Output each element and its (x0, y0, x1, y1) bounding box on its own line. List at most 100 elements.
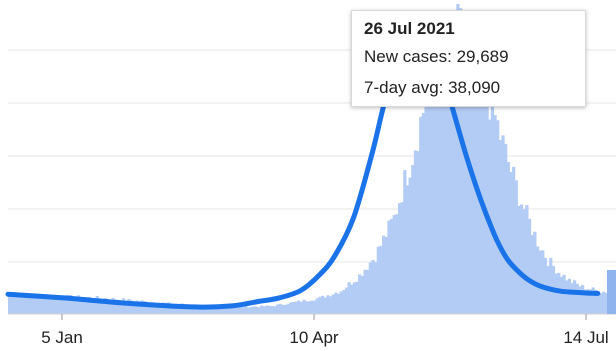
daily-case-bar (530, 235, 534, 314)
daily-case-bar (153, 303, 158, 314)
daily-case-bar (289, 302, 293, 314)
daily-case-bar (217, 305, 221, 314)
daily-case-bar (69, 294, 73, 314)
daily-case-bar (238, 306, 243, 314)
daily-case-bar (260, 305, 264, 314)
daily-case-bar (183, 304, 187, 314)
daily-case-bar (249, 306, 253, 314)
daily-case-bar (326, 295, 330, 314)
hover-marker (607, 270, 616, 314)
daily-case-bar (175, 303, 179, 314)
daily-case-bar (130, 300, 134, 314)
daily-case-bar (106, 299, 110, 314)
daily-case-bar (435, 68, 439, 314)
daily-case-bar (185, 304, 189, 314)
daily-case-bar (387, 220, 391, 314)
daily-case-bar (413, 150, 418, 314)
daily-case-bar (283, 304, 288, 314)
daily-case-bar (450, 25, 455, 315)
daily-case-bar (143, 301, 147, 314)
daily-case-bar (196, 305, 200, 314)
daily-case-bar (344, 287, 349, 314)
daily-case-bar (366, 269, 370, 314)
daily-case-bar (358, 274, 362, 314)
daily-case-bar (61, 297, 65, 314)
daily-case-bar (275, 304, 280, 314)
daily-case-bar (522, 209, 526, 314)
daily-case-bar (448, 14, 452, 314)
daily-case-bar (525, 205, 529, 314)
daily-case-bar (71, 298, 75, 314)
daily-case-bar (87, 296, 91, 314)
daily-case-bar (291, 302, 296, 314)
daily-case-bar (397, 203, 402, 314)
daily-case-bar (140, 300, 144, 314)
daily-case-bar (23, 296, 28, 314)
daily-case-bar (177, 304, 182, 314)
tooltip-date: 26 Jul 2021 (364, 19, 455, 38)
daily-case-bar (562, 274, 566, 314)
daily-case-bar (100, 298, 105, 314)
daily-case-bar (252, 306, 256, 314)
daily-case-bar (307, 301, 311, 314)
daily-case-bar (137, 301, 142, 314)
daily-case-bar (429, 59, 434, 315)
daily-case-bar (443, 35, 447, 314)
daily-case-bar (95, 296, 99, 314)
daily-case-bar (34, 296, 38, 314)
daily-case-bar (437, 79, 441, 315)
daily-case-bar (527, 218, 532, 314)
daily-case-bar (334, 292, 338, 314)
daily-case-bar (472, 19, 476, 314)
daily-case-bar (39, 294, 44, 314)
daily-case-bar (519, 204, 524, 314)
daily-case-bar (114, 299, 118, 314)
daily-case-bar (336, 293, 341, 314)
daily-case-bar (299, 301, 304, 314)
daily-case-bar (541, 250, 545, 314)
daily-case-bar (395, 214, 399, 314)
daily-case-bar (350, 284, 354, 314)
daily-case-bar (419, 116, 423, 315)
daily-case-bar (214, 305, 219, 314)
daily-case-bar (427, 88, 431, 314)
daily-case-bar (18, 295, 22, 314)
daily-case-bar (84, 297, 89, 314)
daily-case-bar (267, 305, 272, 314)
daily-case-bar (257, 307, 261, 314)
daily-case-bar (408, 177, 412, 314)
daily-case-bar (591, 287, 595, 314)
daily-case-bar (580, 285, 585, 314)
daily-case-bar (496, 120, 500, 314)
daily-case-bar (456, 3, 460, 314)
daily-case-bar (464, 35, 468, 315)
daily-case-bar (297, 300, 301, 314)
daily-case-bar (323, 297, 327, 314)
daily-case-bar (379, 245, 383, 314)
daily-case-bar (159, 302, 163, 314)
daily-case-bar (198, 305, 203, 314)
daily-case-bar (13, 296, 17, 314)
daily-case-bar (151, 302, 155, 314)
daily-case-bar (538, 250, 542, 314)
daily-case-bar (127, 298, 131, 314)
daily-case-bar (490, 86, 495, 314)
daily-case-bar (135, 300, 139, 314)
daily-case-bar (164, 302, 168, 314)
daily-case-bar (270, 306, 274, 314)
daily-case-bar (82, 297, 86, 314)
daily-case-bars (8, 3, 616, 315)
daily-case-bar (588, 289, 593, 314)
daily-case-bar (328, 296, 333, 314)
daily-case-bar (392, 214, 396, 314)
daily-case-bar (583, 289, 587, 314)
daily-case-bar (477, 35, 481, 314)
chart-tooltip: 26 Jul 2021 New cases: 29,689 7-day avg:… (351, 10, 586, 107)
daily-case-bar (331, 294, 335, 314)
daily-case-bar (122, 298, 126, 314)
x-tick-label: 10 Apr (289, 328, 338, 347)
daily-case-bar (421, 113, 426, 314)
x-axis-ticks: 5 Jan 10 Apr 14 Jul (41, 314, 609, 347)
daily-case-bar (244, 306, 248, 314)
daily-case-bar (382, 235, 386, 314)
